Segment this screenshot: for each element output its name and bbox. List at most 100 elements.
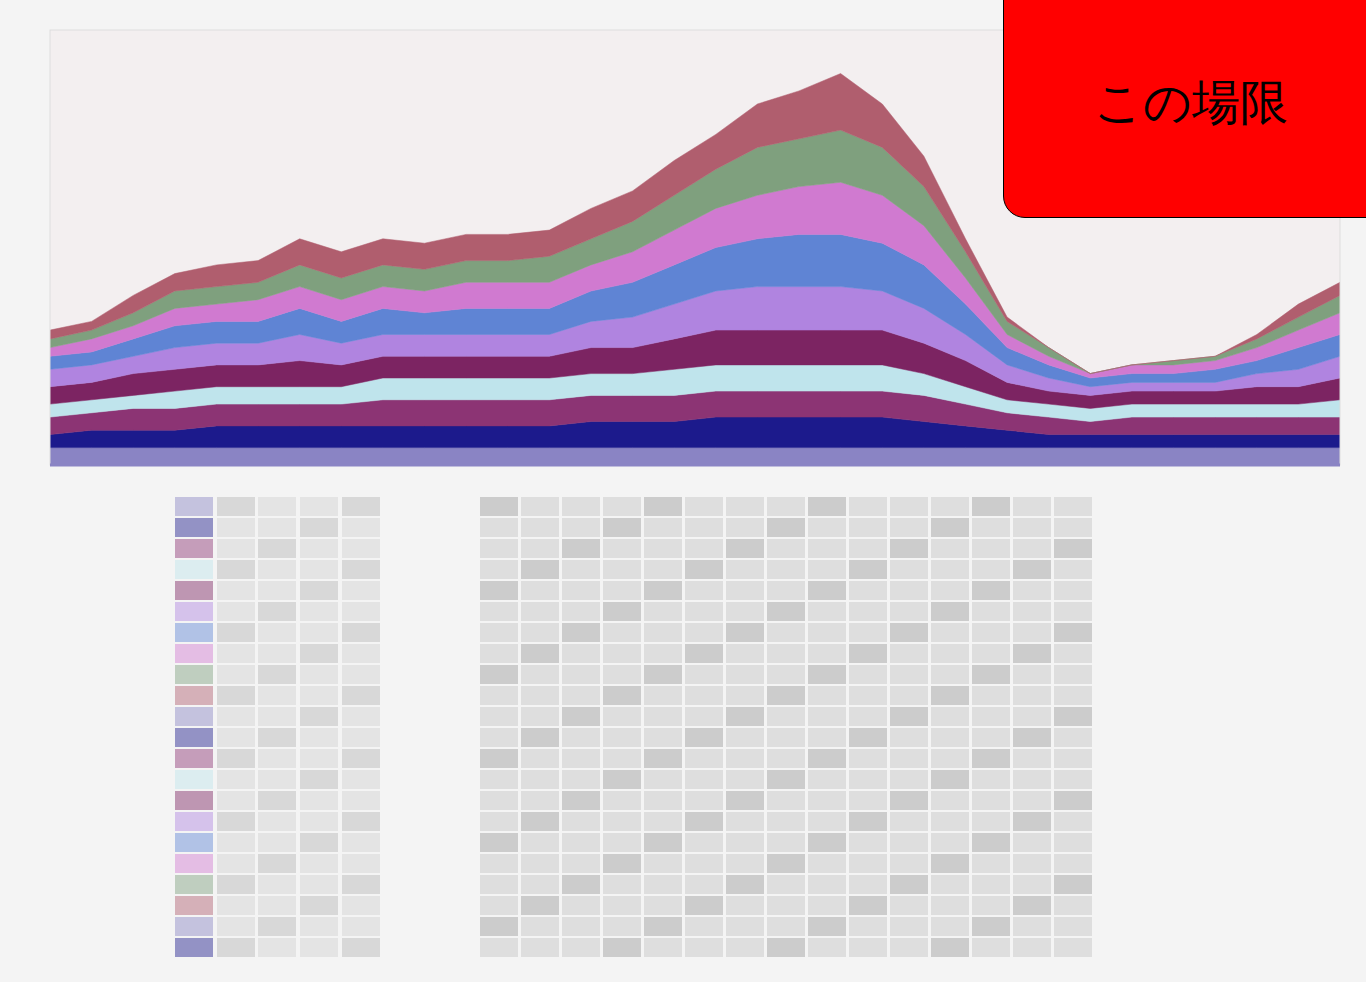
table-cell: [521, 518, 559, 537]
table-cell: [521, 875, 559, 894]
table-cell: [480, 539, 518, 558]
table-cell: [849, 707, 887, 726]
table-cell: [562, 812, 600, 831]
table-cell: [1054, 644, 1092, 663]
table-cell: [767, 896, 805, 915]
table-cell: [685, 875, 723, 894]
table-cell: [603, 917, 641, 936]
table-cell: [1054, 749, 1092, 768]
table-cell: [480, 896, 518, 915]
table-cell: [562, 518, 600, 537]
table-cell: [808, 539, 846, 558]
table-cell: [562, 896, 600, 915]
table-cell: [972, 749, 1010, 768]
table-cell: [1054, 770, 1092, 789]
table-cell: [890, 707, 928, 726]
table-cell: [300, 812, 338, 831]
table-cell: [562, 917, 600, 936]
table-cell: [300, 938, 338, 957]
table-cell: [685, 581, 723, 600]
table-cell: [521, 539, 559, 558]
table-cell: [562, 665, 600, 684]
table-cell: [685, 665, 723, 684]
table-cell: [562, 602, 600, 621]
table-cell: [808, 833, 846, 852]
table-cell: [890, 749, 928, 768]
table-cell: [1013, 770, 1051, 789]
table-cell: [603, 560, 641, 579]
table-cell: [258, 749, 296, 768]
swatch: [175, 686, 213, 705]
table-cell: [685, 602, 723, 621]
swatch: [175, 770, 213, 789]
table-cell: [480, 581, 518, 600]
table-cell: [1013, 791, 1051, 810]
table-cell: [521, 770, 559, 789]
table-cell: [644, 707, 682, 726]
table-cell: [342, 728, 380, 747]
table-cell: [562, 581, 600, 600]
table-cell: [808, 560, 846, 579]
table-cell: [1013, 623, 1051, 642]
table-cell: [808, 707, 846, 726]
table-cell: [480, 812, 518, 831]
table-cell: [726, 770, 764, 789]
table-cell: [300, 749, 338, 768]
table-cell: [726, 665, 764, 684]
table-cell: [480, 707, 518, 726]
table-cell: [562, 854, 600, 873]
table-cell: [603, 623, 641, 642]
table-cell: [931, 938, 969, 957]
table-cell: [1054, 623, 1092, 642]
swatch: [175, 518, 213, 537]
table-cell: [931, 833, 969, 852]
table-cell: [480, 938, 518, 957]
table-cell: [972, 518, 1010, 537]
table-cell: [258, 686, 296, 705]
table-cell: [1054, 581, 1092, 600]
table-cell: [931, 665, 969, 684]
table-cell: [685, 812, 723, 831]
table-cell: [217, 833, 255, 852]
table-cell: [808, 896, 846, 915]
table-cell: [300, 644, 338, 663]
table-cell: [258, 518, 296, 537]
table-cell: [480, 602, 518, 621]
table-cell: [1054, 602, 1092, 621]
table-cell: [685, 770, 723, 789]
table-cell: [1013, 602, 1051, 621]
table-cell: [685, 728, 723, 747]
table-cell: [685, 749, 723, 768]
table-cell: [808, 749, 846, 768]
table-cell: [767, 917, 805, 936]
table-cell: [521, 833, 559, 852]
table-cell: [890, 791, 928, 810]
table-cell: [603, 539, 641, 558]
table-cell: [480, 875, 518, 894]
table-cell: [1054, 812, 1092, 831]
table-cell: [300, 728, 338, 747]
table-cell: [603, 644, 641, 663]
table-cell: [342, 833, 380, 852]
table-cell: [217, 644, 255, 663]
table-cell: [767, 560, 805, 579]
table-cell: [726, 833, 764, 852]
table-cell: [972, 560, 1010, 579]
table-cell: [1054, 539, 1092, 558]
table-cell: [849, 938, 887, 957]
table-cell: [767, 938, 805, 957]
table-cell: [562, 623, 600, 642]
table-cell: [890, 770, 928, 789]
table-cell: [342, 623, 380, 642]
table-cell: [808, 686, 846, 705]
swatch: [175, 602, 213, 621]
table-cell: [521, 791, 559, 810]
table-cell: [562, 686, 600, 705]
table-cell: [808, 581, 846, 600]
table-cell: [521, 707, 559, 726]
table-cell: [342, 938, 380, 957]
table-cell: [342, 518, 380, 537]
table-cell: [849, 644, 887, 663]
table-cell: [890, 539, 928, 558]
plot-frame: [50, 30, 1340, 465]
